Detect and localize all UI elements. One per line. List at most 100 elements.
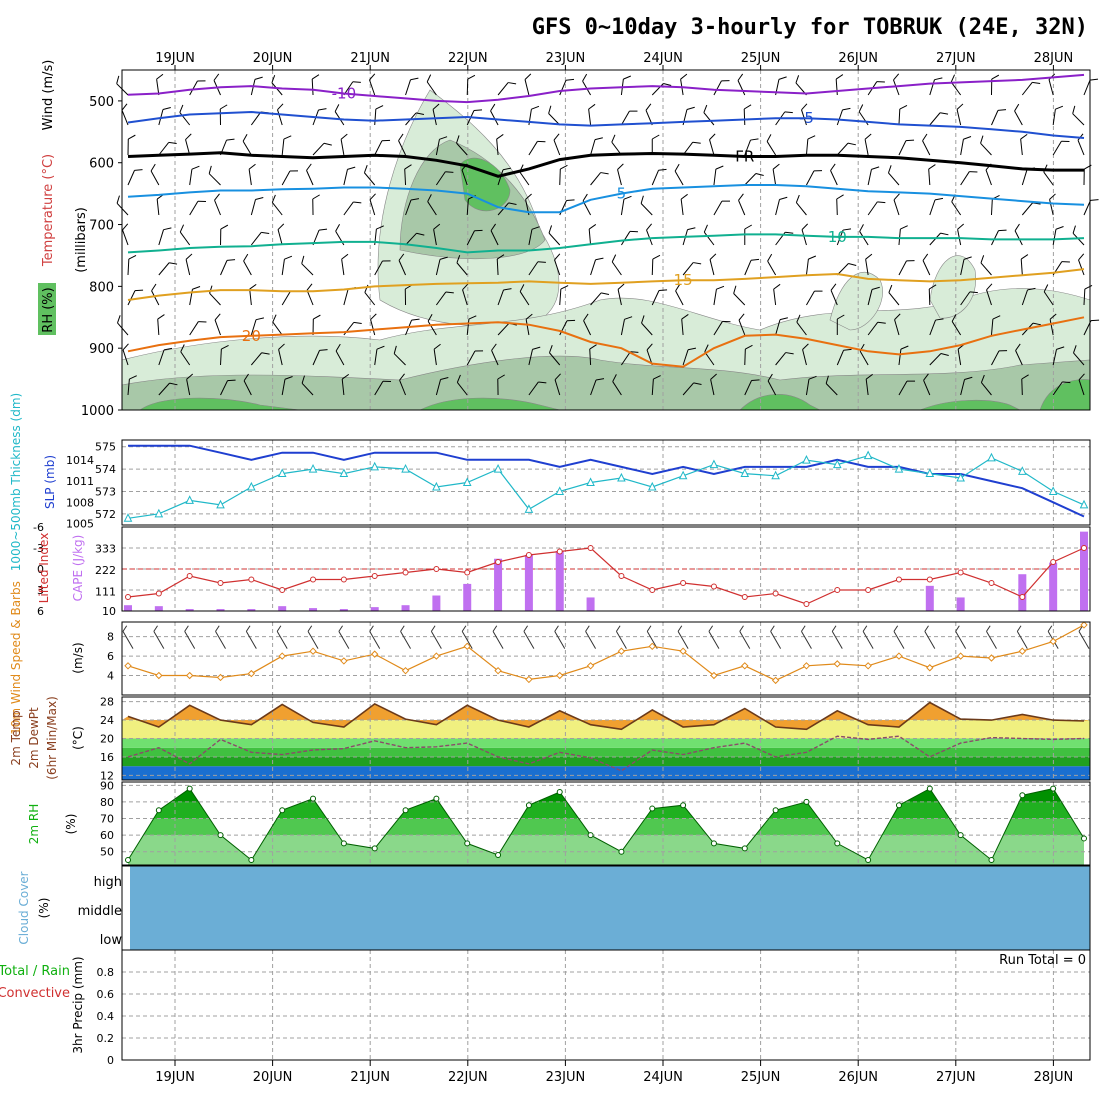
wind-barb-staff <box>923 380 931 396</box>
wind-barb-flag <box>1021 374 1029 380</box>
cape-bar <box>1018 574 1027 611</box>
wind-barb-staff <box>796 321 807 336</box>
wind-barb-flag <box>583 313 589 321</box>
wind-barb-staff <box>588 229 592 246</box>
wind-barb <box>590 378 605 396</box>
wind-barb-flag <box>185 253 193 260</box>
wind10m-barb-staff <box>1078 631 1090 649</box>
ytick-label: 90 <box>100 779 114 792</box>
wind-barb <box>1052 105 1064 126</box>
wind-barb <box>836 194 844 216</box>
rh2m-point <box>402 807 409 814</box>
wind-barb-flag <box>179 104 184 113</box>
wind-barb-flag <box>192 286 201 290</box>
wind-barb-flag <box>801 103 808 111</box>
wind-barb <box>281 135 292 156</box>
rh2m-point <box>248 857 255 864</box>
ytick-label: 0.2 <box>97 1032 115 1045</box>
rh2m-band <box>128 835 1084 865</box>
wind-barb-flag <box>376 225 384 230</box>
wind-barb-staff <box>374 349 378 366</box>
ytick-label: 500 <box>89 95 114 110</box>
wind-barb-staff <box>306 289 314 306</box>
wind10m-barb-staff <box>523 631 535 649</box>
wind-barb <box>674 163 684 186</box>
isotherm-label: 5 <box>617 185 627 203</box>
wind-barb <box>773 283 781 306</box>
wind-barb <box>836 107 851 126</box>
wind-barb <box>737 73 746 96</box>
wind10m-point <box>648 642 656 651</box>
wind-barb <box>341 373 350 396</box>
wind-barb <box>220 224 229 246</box>
wind-barb-staff <box>180 351 191 366</box>
wind-barb-staff <box>830 290 838 306</box>
wind10m-barb <box>677 625 689 649</box>
wind-barb-flag <box>802 343 809 350</box>
wind-barb-staff <box>640 203 653 216</box>
wind-barb-flag <box>445 171 454 173</box>
wind-barb-flag <box>693 382 702 385</box>
wind-barb-staff <box>713 321 723 336</box>
ytick-label: 3 <box>37 584 44 597</box>
wind-barb-staff <box>312 350 320 366</box>
rh2m-band <box>128 801 1084 819</box>
rh-shading <box>929 255 977 319</box>
wind-barb-staff <box>243 380 252 396</box>
wind-barb-staff <box>426 81 437 96</box>
wind-barb-flag <box>271 75 276 83</box>
wind10m-point <box>247 669 256 678</box>
rh2m-point <box>680 802 687 809</box>
wind-barb-flag <box>249 283 257 290</box>
wind-barb-flag <box>121 103 128 111</box>
wind-barb <box>1078 253 1085 276</box>
date-label-top: 26JUN <box>838 51 878 66</box>
wind10m-barb <box>523 625 535 649</box>
wind-barb-flag <box>313 314 321 320</box>
wind-barb <box>960 136 972 156</box>
wind-barb-staff <box>341 259 345 276</box>
wind-barb-flag <box>784 111 793 114</box>
wind-barb-staff <box>888 172 900 186</box>
wind-barb <box>496 134 504 156</box>
wind-barb-flag <box>894 313 901 320</box>
wind-barb-flag <box>663 83 672 86</box>
wind-barb-staff <box>1077 139 1085 156</box>
thickness-point <box>493 463 503 473</box>
wind10m-barb-staff <box>430 631 442 649</box>
ylabel-rh: RH (%) <box>41 287 56 332</box>
wind-barb-staff <box>364 292 376 306</box>
wind-barb-staff <box>281 139 285 156</box>
wind-barb <box>127 289 144 306</box>
wind-barb-staff <box>1052 109 1056 126</box>
wind-barb-staff <box>836 263 849 276</box>
wind-barb <box>122 223 129 246</box>
wind-barb-staff <box>898 229 901 246</box>
thickness-point <box>216 499 225 509</box>
wind-barb-staff <box>497 289 505 306</box>
wind-barb <box>435 136 448 156</box>
wind-barb <box>156 73 164 96</box>
wind-barb <box>369 73 376 96</box>
ytick-label: 800 <box>89 280 114 295</box>
wind-barb-flag <box>427 194 432 202</box>
wind-barb-flag <box>490 103 496 112</box>
wind-barb-flag <box>813 170 823 172</box>
wind-barb-flag <box>1056 346 1065 350</box>
wind-barb-staff <box>929 79 935 96</box>
wind-barb <box>929 318 944 336</box>
label-layer: 19JUN 19JUN 20JUN 20JUN 21JUN 21JUN 22JUN 22JUN… <box>0 51 1086 1085</box>
wind-barb <box>242 134 252 156</box>
wind-barb <box>466 74 476 96</box>
li-point <box>125 594 131 600</box>
wind10m-barb <box>400 625 411 649</box>
wind-barb-staff <box>271 202 283 216</box>
wind-barb-flag <box>353 321 362 325</box>
wind-barb-staff <box>805 139 809 156</box>
wind-barb <box>682 141 701 156</box>
wind-barb-staff <box>744 173 757 186</box>
wind-barb-flag <box>738 313 745 321</box>
temp-band <box>122 766 1090 780</box>
wind-barb-staff <box>435 291 447 306</box>
wind-barb <box>209 285 221 306</box>
